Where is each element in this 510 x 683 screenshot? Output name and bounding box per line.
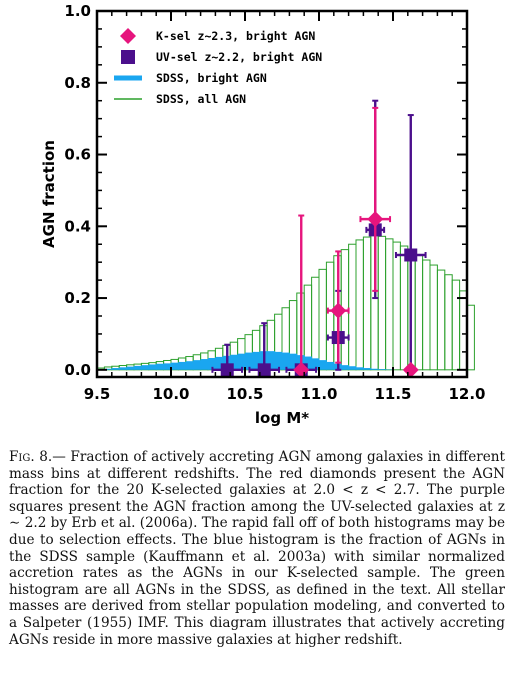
sdss-all-bar [355, 239, 364, 371]
sdss-bright-bar [119, 367, 128, 370]
x-tick-label: 9.5 [84, 385, 111, 403]
sdss-bright-bar [282, 352, 290, 370]
sdss-bright-bar [252, 351, 261, 370]
legend-entry: K-sel z~2.3, bright AGN [120, 28, 315, 44]
sdss-bright-bar [215, 356, 224, 370]
sdss-all-bar [414, 254, 424, 371]
legend-entry: UV-sel z~2.2, bright AGN [121, 50, 322, 64]
legend-entry: SDSS, all AGN [114, 92, 246, 106]
legend-entry: SDSS, bright AGN [114, 71, 267, 85]
y-tick-label: 0.6 [64, 146, 91, 164]
legend-label: SDSS, all AGN [156, 92, 246, 106]
legend-diamond-icon [120, 28, 136, 44]
x-tick-label: 11.0 [300, 385, 337, 403]
sdss-all-bar [362, 236, 372, 371]
sdss-all-bar [399, 245, 409, 371]
sdss-all-bar [385, 238, 394, 371]
x-axis-label: log M* [255, 409, 309, 427]
sdss-bright-bar [274, 351, 283, 370]
sdss-all-bar [451, 279, 461, 371]
uv-square-point [220, 363, 234, 377]
y-tick-label: 0.4 [64, 217, 91, 235]
sdss-bright-bar [185, 361, 194, 370]
legend-square-icon [121, 50, 135, 64]
caption-number: 8.— [39, 449, 66, 465]
k-diamond-point [402, 361, 419, 378]
sdss-bright-bar [178, 361, 187, 370]
agn-fraction-chart: K-sel z~2.3, bright AGN UV-sel z~2.2, bri… [40, 2, 486, 427]
sdss-all-bar [377, 235, 387, 371]
uv-square-point [257, 363, 271, 377]
sdss-all-bar [444, 274, 453, 371]
k-diamond-point [330, 302, 347, 319]
sdss-bright-bar [311, 358, 320, 370]
caption-text: Fraction of actively accreting AGN among… [9, 449, 505, 648]
sdss-all-bar [392, 241, 401, 371]
k-diamond-point [293, 361, 310, 378]
x-tick-label: 11.5 [374, 385, 411, 403]
sdss-bright-bar [341, 365, 350, 370]
sdss-bright-bar [141, 365, 150, 370]
y-tick-label: 0.0 [64, 361, 91, 379]
sdss-bright-bar [267, 351, 276, 370]
legend-label: K-sel z~2.3, bright AGN [156, 29, 315, 43]
k-diamond-point [367, 211, 384, 228]
sdss-bright-bar [304, 356, 313, 370]
sdss-all-bar [348, 243, 357, 371]
sdss-bright-bar [363, 368, 372, 370]
sdss-bright-bar [237, 353, 246, 370]
figure-caption: Fig. 8.— Fraction of actively accreting … [9, 449, 505, 648]
sdss-bright-bar [200, 359, 209, 370]
sdss-all-bar [429, 264, 438, 371]
sdss-bright-bar [370, 368, 379, 370]
sdss-bright-bar [156, 363, 165, 370]
legend-label: SDSS, bright AGN [156, 71, 267, 85]
y-tick-label: 0.8 [64, 74, 91, 92]
x-tick-label: 10.0 [152, 385, 189, 403]
sdss-bright-bar [163, 363, 172, 370]
sdss-bright-bar [104, 368, 113, 370]
sdss-all-bar [325, 261, 335, 371]
plot-area [96, 99, 475, 378]
sdss-bright-bar [208, 357, 216, 370]
k-selected-series [293, 106, 419, 378]
sdss-bright-bar [378, 369, 387, 370]
sdss-bright-bar [148, 364, 157, 370]
sdss-bright-bar [230, 354, 239, 370]
sdss-bright-bar [356, 367, 364, 370]
sdss-all-bar [318, 268, 327, 371]
sdss-bright-bar [326, 361, 335, 370]
sdss-all-bar [311, 276, 320, 371]
sdss-bright-bar [126, 366, 135, 370]
sdss-all-bar [436, 269, 446, 371]
legend: K-sel z~2.3, bright AGN UV-sel z~2.2, bri… [114, 28, 322, 106]
sdss-all-bar [422, 259, 431, 371]
x-tick-label: 10.5 [226, 385, 263, 403]
y-tick-label: 0.2 [64, 289, 91, 307]
y-tick-label: 1.0 [64, 2, 91, 20]
y-axis-label: AGN fraction [40, 140, 58, 248]
x-tick-label: 12.0 [448, 385, 485, 403]
sdss-bright-bar [193, 360, 202, 370]
sdss-bright-bar [134, 365, 142, 370]
caption-label: Fig. [9, 449, 35, 465]
sdss-bright-bar [289, 353, 298, 370]
uv-square-point [404, 248, 418, 262]
plot-frame [95, 9, 469, 379]
sdss-bright-bar [245, 352, 253, 370]
legend-label: UV-sel z~2.2, bright AGN [156, 50, 322, 64]
axes: 9.5 10.0 10.5 11.0 11.5 12.0 0.0 0.2 0.4 0.6 0.8 1.… [40, 2, 486, 427]
sdss-bright-bar [171, 362, 179, 370]
sdss-bright-bar [319, 360, 327, 370]
sdss-bright-bar [348, 366, 357, 370]
sdss-bright-bar [111, 368, 120, 370]
